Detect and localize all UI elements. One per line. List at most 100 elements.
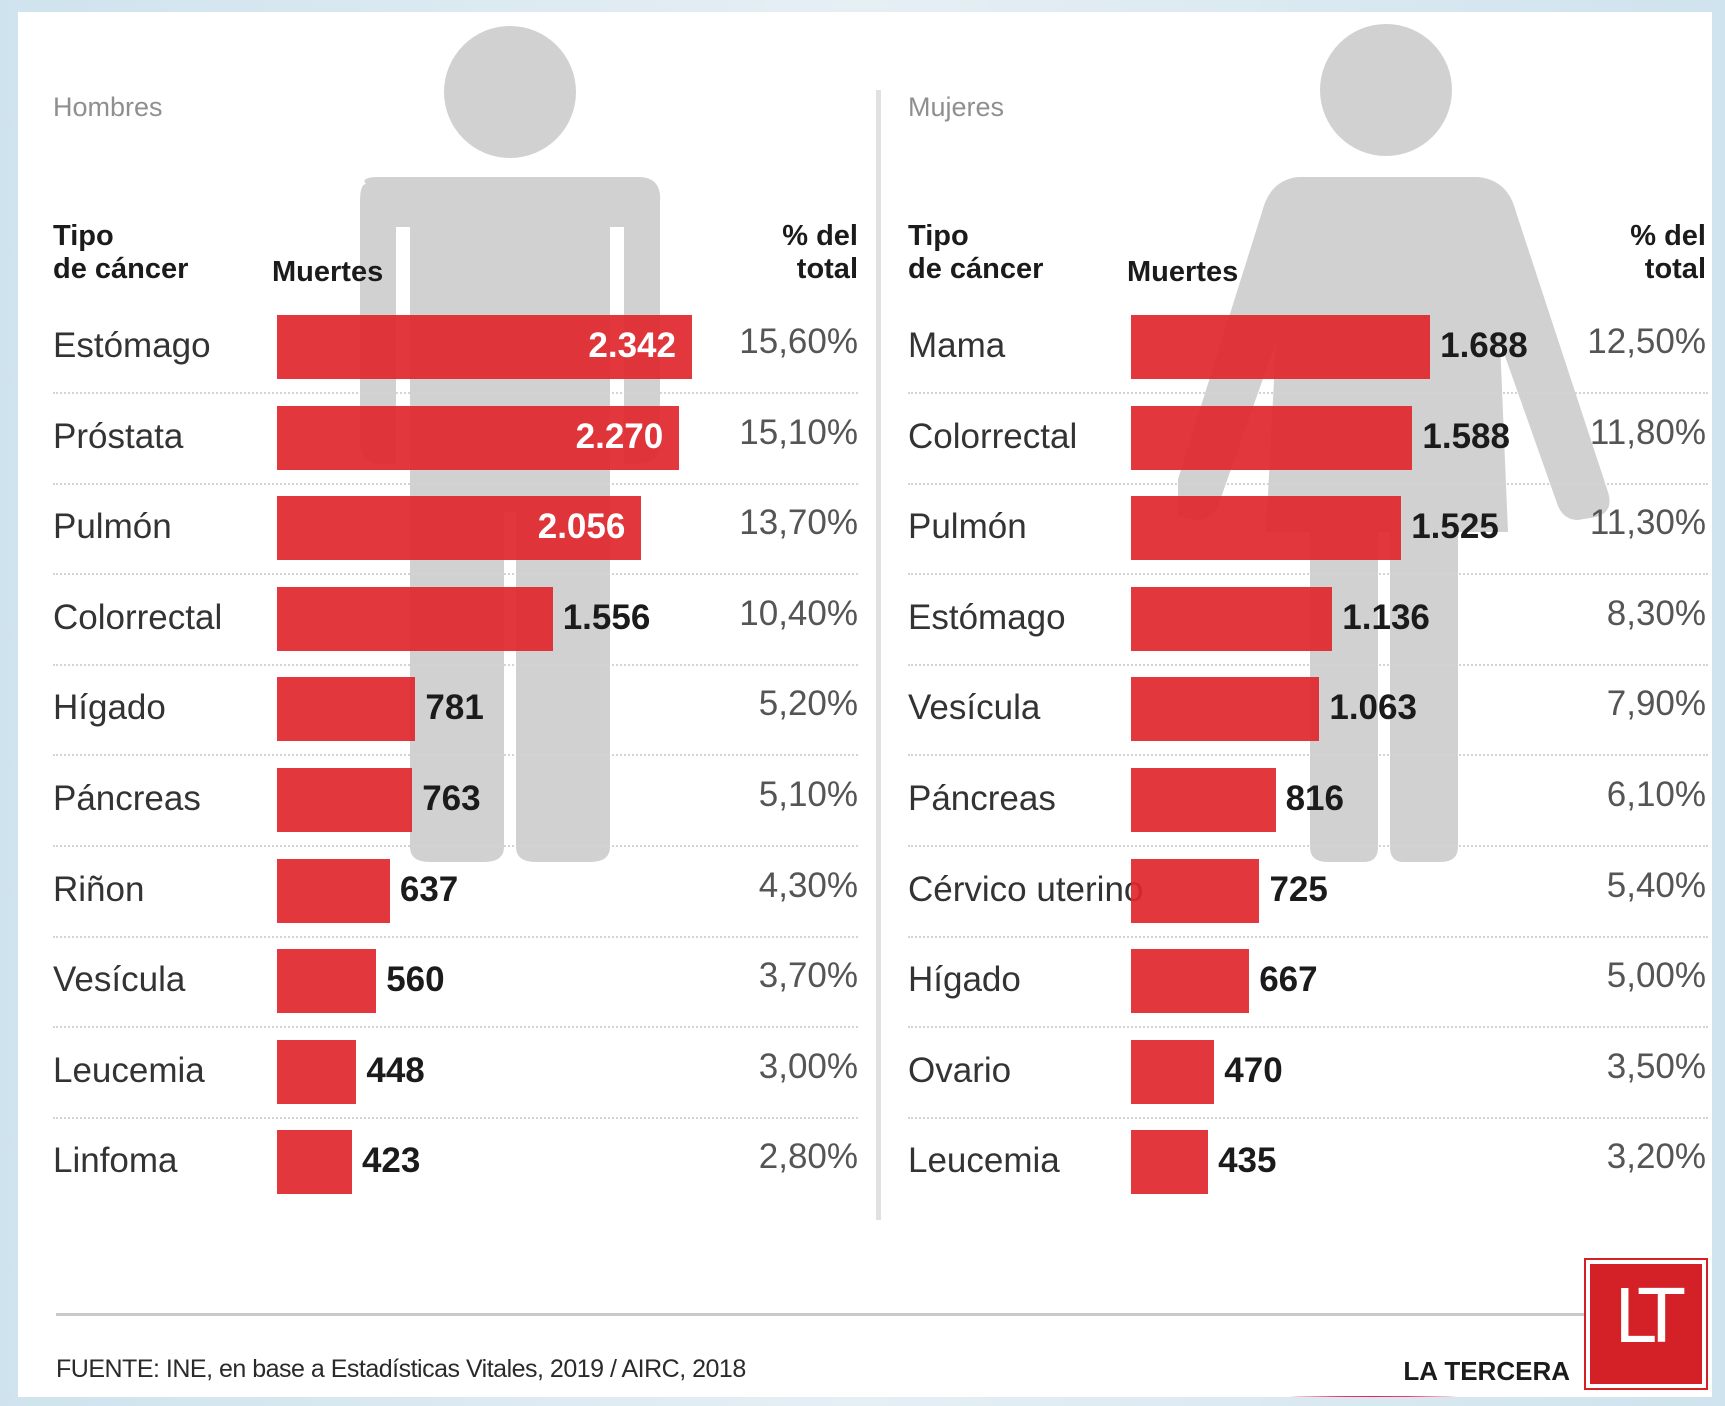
row-separator <box>53 482 858 485</box>
percent-label: 5,40% <box>1606 865 1706 905</box>
value-label: 637 <box>399 869 459 909</box>
value-label: 1.063 <box>1329 688 1417 728</box>
bar <box>1131 768 1276 832</box>
category-label: Ovario <box>908 1050 1012 1090</box>
category-label: Linfoma <box>53 1141 178 1181</box>
row-separator <box>908 573 1708 576</box>
bar <box>1131 1130 1209 1195</box>
category-label: Mama <box>908 326 1006 365</box>
panel-title: Hombres <box>53 92 163 122</box>
category-label: Vesícula <box>908 688 1041 728</box>
row-separator <box>53 1116 858 1119</box>
panel-divider <box>876 90 881 1220</box>
bar <box>1131 586 1333 651</box>
percent-label: 10,40% <box>739 593 858 633</box>
percent-label: 4,30% <box>758 865 858 905</box>
bar <box>1131 858 1260 923</box>
footer-divider <box>56 1313 1586 1316</box>
row-separator <box>53 392 858 394</box>
category-label: Hígado <box>53 688 166 728</box>
category-label: Pulmón <box>908 507 1027 547</box>
percent-label: 6,10% <box>1606 775 1706 814</box>
bar <box>277 677 416 742</box>
infographic-card: Hombres Tipo de cáncer Muertes % del tot… <box>18 12 1712 1397</box>
value-label: 560 <box>386 960 445 1000</box>
value-label: 1.688 <box>1440 326 1528 365</box>
source-note: FUENTE: INE, en base a Estadísticas Vita… <box>56 1355 746 1383</box>
category-label: Pulmón <box>53 507 172 547</box>
percent-label: 15,60% <box>739 322 858 361</box>
brand-name: LA TERCERA <box>1403 1356 1570 1386</box>
row-separator <box>908 1116 1708 1119</box>
percent-label: 12,50% <box>1587 322 1706 361</box>
bar <box>277 315 692 379</box>
percent-label: 3,00% <box>758 1046 858 1086</box>
row-separator <box>53 845 858 847</box>
value-label: 1.136 <box>1342 597 1430 637</box>
percent-label: 5,20% <box>758 684 858 724</box>
bar <box>277 586 553 651</box>
percent-label: 5,00% <box>1606 956 1706 996</box>
header-pct: % del total <box>1630 220 1706 285</box>
bar <box>277 1039 357 1104</box>
value-label: 1.588 <box>1422 416 1510 456</box>
bar <box>1131 1039 1215 1104</box>
value-label: 725 <box>1269 869 1328 909</box>
percent-label: 3,50% <box>1606 1046 1706 1086</box>
category-label: Colorrectal <box>908 416 1078 456</box>
bar <box>1131 496 1402 561</box>
percent-label: 3,70% <box>758 956 858 996</box>
category-label: Estómago <box>53 326 211 365</box>
value-label: 2.056 <box>537 507 626 547</box>
panel-title: Mujeres <box>908 92 1005 122</box>
category-label: Próstata <box>53 416 184 456</box>
percent-label: 11,30% <box>1589 503 1706 543</box>
bar <box>1131 405 1413 470</box>
brand-logo: LT <box>1586 1260 1706 1388</box>
row-separator <box>53 573 858 576</box>
category-label: Hígado <box>908 960 1021 1000</box>
value-label: 448 <box>366 1050 425 1090</box>
row-separator <box>908 663 1708 666</box>
value-label: 763 <box>422 779 481 818</box>
bar <box>1131 677 1320 742</box>
row-separator <box>908 845 1708 847</box>
bar <box>277 1130 352 1195</box>
value-label: 423 <box>361 1141 421 1181</box>
header-muertes: Muertes <box>1127 256 1239 288</box>
category-label: Vesícula <box>53 960 186 1000</box>
value-label: 470 <box>1224 1050 1283 1090</box>
percent-label: 8,30% <box>1606 593 1706 633</box>
value-label: 667 <box>1259 960 1318 1000</box>
row-separator <box>53 935 858 938</box>
row-separator <box>53 754 858 757</box>
category-label: Riñon <box>53 869 145 909</box>
row-separator <box>908 754 1708 757</box>
category-label: Colorrectal <box>53 597 223 637</box>
bar <box>277 405 680 470</box>
value-label: 816 <box>1285 779 1344 818</box>
row-separator <box>53 663 858 666</box>
bar <box>1131 315 1431 379</box>
percent-label: 7,90% <box>1606 684 1706 724</box>
value-label: 781 <box>425 688 484 728</box>
percent-label: 11,80% <box>1589 412 1706 452</box>
value-label: 1.556 <box>562 597 651 637</box>
percent-label: 2,80% <box>758 1137 858 1177</box>
logo-letters: LT <box>1613 1274 1684 1360</box>
value-label: 1.525 <box>1411 507 1499 547</box>
category-label: Leucemia <box>53 1050 205 1090</box>
bar <box>277 858 390 923</box>
value-label: 2.342 <box>588 326 676 365</box>
percent-label: 3,20% <box>1606 1137 1706 1177</box>
row-separator <box>908 392 1708 394</box>
value-label: 435 <box>1218 1141 1277 1181</box>
category-label: Cérvico uterino <box>908 869 1144 909</box>
percent-label: 13,70% <box>739 503 858 543</box>
bar <box>1131 949 1250 1014</box>
header-muertes: Muertes <box>272 256 384 288</box>
header-tipo: Tipo de cáncer <box>908 220 1044 285</box>
category-label: Páncreas <box>53 779 201 818</box>
category-label: Leucemia <box>908 1141 1060 1181</box>
category-label: Estómago <box>908 597 1066 637</box>
